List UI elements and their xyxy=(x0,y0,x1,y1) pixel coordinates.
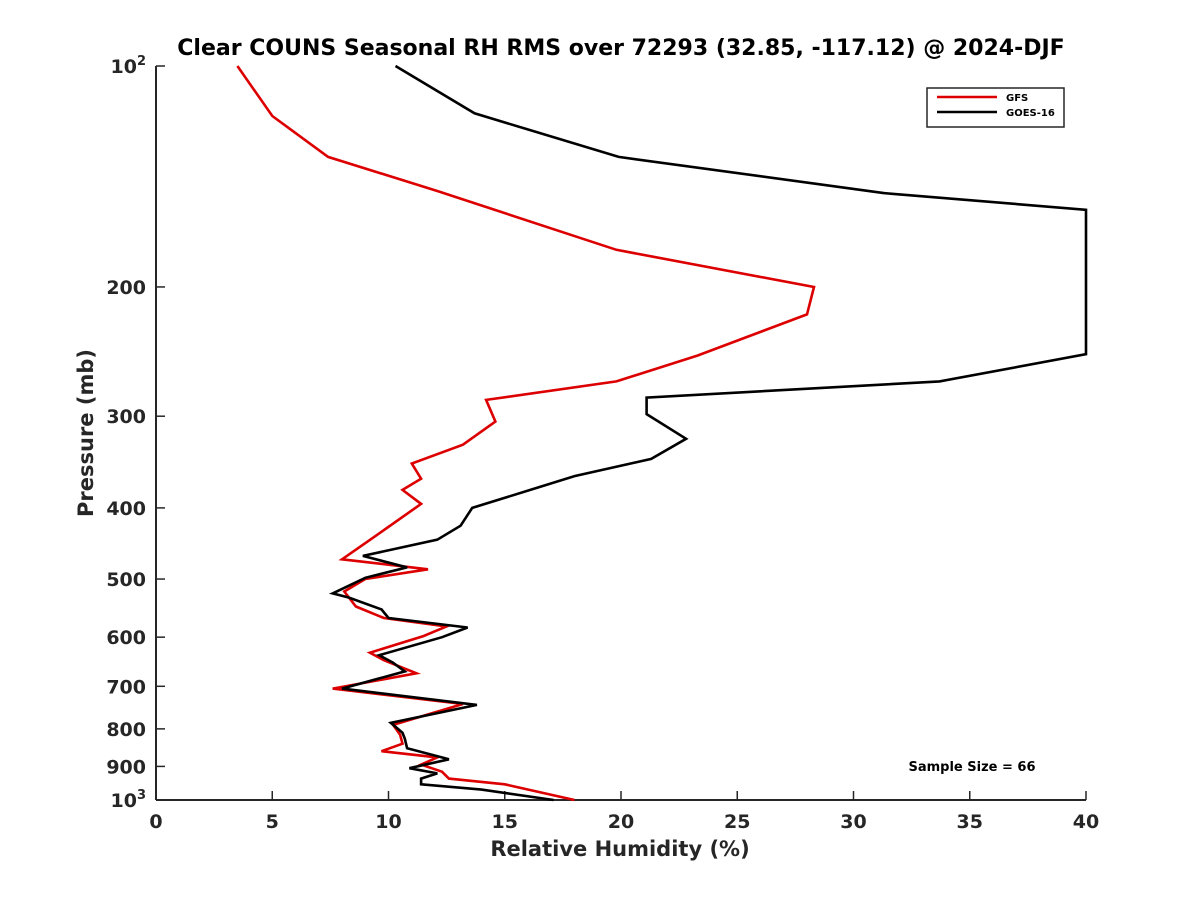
x-tick-label: 25 xyxy=(724,811,750,833)
x-tick-label: 40 xyxy=(1073,811,1099,833)
legend-label: GFS xyxy=(1006,93,1028,104)
y-tick-label: 500 xyxy=(106,569,146,591)
x-tick-label: 10 xyxy=(375,811,401,833)
x-tick-label: 15 xyxy=(492,811,518,833)
sample-size-annotation: Sample Size = 66 xyxy=(908,760,1035,775)
x-axis-title: Relative Humidity (%) xyxy=(490,837,749,861)
legend: GFS GOES-16 xyxy=(926,87,1065,128)
series-line-goes-16 xyxy=(328,64,1088,802)
y-tick-label: 300 xyxy=(106,406,146,428)
y-axis-title: Pressure (mb) xyxy=(74,349,98,517)
x-tick-label: 20 xyxy=(608,811,634,833)
y-tick-label: 102 xyxy=(111,54,147,78)
series-layer xyxy=(236,64,1088,802)
y-tick-label: 200 xyxy=(106,277,146,299)
y-tick-label: 600 xyxy=(106,627,146,649)
x-tick-label: 0 xyxy=(149,811,162,833)
plot-axes: 0 5 10 15 20 25 30 35 40 102 200 300 400 500 600 700 800… xyxy=(106,54,1099,833)
legend-label: GOES-16 xyxy=(1006,108,1055,119)
x-tick-label: 30 xyxy=(840,811,866,833)
y-tick-label: 700 xyxy=(106,676,146,698)
y-tick-label: 400 xyxy=(106,498,146,520)
series-line-gfs xyxy=(236,65,816,802)
x-tick-label: 35 xyxy=(957,811,983,833)
legend-box xyxy=(926,87,1065,128)
chart-title: Clear COUNS Seasonal RH RMS over 72293 (… xyxy=(177,36,1064,61)
y-tick-label: 103 xyxy=(111,788,147,812)
x-tick-label: 5 xyxy=(266,811,279,833)
y-tick-label: 800 xyxy=(106,719,146,741)
y-tick-label: 900 xyxy=(106,756,146,778)
